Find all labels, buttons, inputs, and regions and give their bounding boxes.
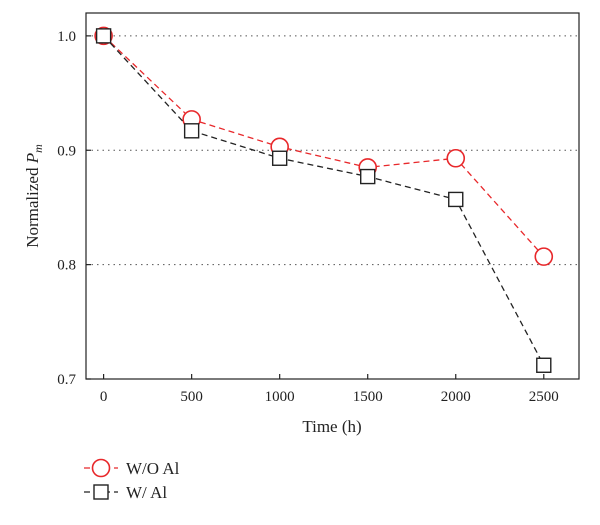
legend-label-wo-al: W/O Al: [126, 459, 180, 478]
data-point-wo-al: [446, 148, 466, 168]
y-tick-label: 0.7: [57, 372, 76, 388]
legend-label-w-al: W/ Al: [126, 483, 167, 502]
grid-lines: [86, 35, 579, 266]
data-point-w-al: [536, 357, 552, 373]
y-tick-label: 0.8: [57, 258, 76, 274]
data-point-w-al: [183, 123, 200, 139]
legend: W/O Al W/ Al: [84, 458, 180, 502]
legend-marker-w-al: [93, 484, 109, 500]
series-line-w-al: [103, 35, 545, 366]
x-tick-label: 0: [100, 389, 108, 405]
y-tick-label: 1.0: [57, 29, 76, 45]
tick-labels: 0.7 0.8 0.9 1.0 0 500 1000 1500 2000 2500: [57, 29, 559, 405]
data-point-w-al: [360, 168, 376, 185]
y-axis-title-subscript: m: [31, 144, 45, 153]
plot-frame: [85, 12, 580, 380]
data-point-w-al: [95, 28, 112, 44]
x-tick-label: 1000: [265, 389, 295, 405]
y-axis-title: Normalized Pm: [23, 144, 45, 248]
series-lines: [94, 26, 554, 373]
y-axis-title-text: Normalized: [23, 163, 42, 248]
data-point-w-al: [271, 150, 288, 166]
y-tick-label: 0.9: [57, 143, 76, 159]
series-line-wo-al: [103, 35, 545, 258]
x-tick-label: 1500: [353, 389, 383, 405]
legend-marker-wo-al: [91, 458, 111, 478]
x-tick-label: 2500: [529, 389, 559, 405]
data-point-w-al: [448, 191, 464, 208]
axis-ticks: [86, 35, 545, 380]
data-point-wo-al: [534, 247, 554, 266]
x-tick-label: 500: [180, 389, 203, 405]
y-axis-title-symbol: P: [23, 153, 42, 164]
x-tick-label: 2000: [441, 389, 471, 405]
x-axis-title: Time (h): [302, 417, 361, 436]
